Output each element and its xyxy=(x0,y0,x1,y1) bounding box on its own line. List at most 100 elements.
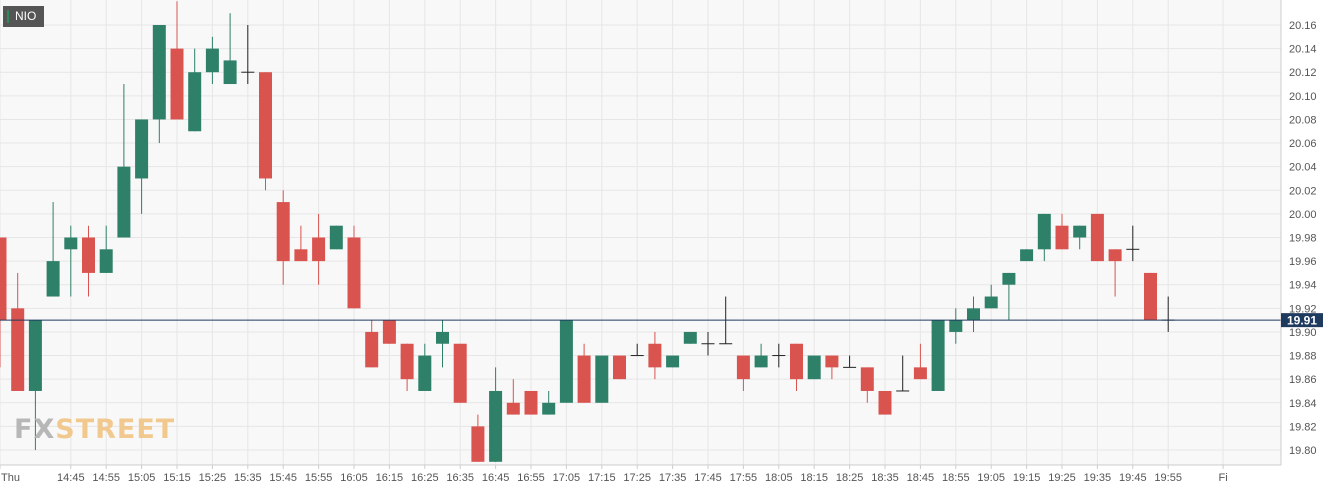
candle xyxy=(807,355,821,380)
y-tick-label: 20.06 xyxy=(1289,138,1317,150)
candle-body xyxy=(666,355,680,368)
x-tick-label: 16:25 xyxy=(411,472,439,484)
candle-body xyxy=(347,237,361,309)
candles xyxy=(0,1,1175,462)
last-price-label: 19.91 xyxy=(1287,314,1317,328)
candle xyxy=(82,225,95,297)
candle xyxy=(347,225,361,309)
candle-body xyxy=(577,355,591,403)
x-tick-label: 15:55 xyxy=(305,472,333,484)
candle-body xyxy=(754,355,768,368)
x-tick-label: 16:45 xyxy=(482,472,510,484)
candle-body xyxy=(453,343,467,403)
candle-body xyxy=(135,119,149,179)
candle xyxy=(489,367,503,462)
candle-body xyxy=(471,426,485,462)
y-tick-label: 20.00 xyxy=(1289,209,1317,221)
y-tick-label: 19.94 xyxy=(1289,280,1317,292)
candle xyxy=(170,1,184,120)
x-tick-label: 19:55 xyxy=(1154,472,1182,484)
candle-body xyxy=(878,390,892,415)
candle xyxy=(984,284,998,309)
candle-body xyxy=(294,249,308,262)
candle xyxy=(1002,272,1016,321)
y-tick-label: 20.10 xyxy=(1289,91,1317,103)
logo-street: STREET xyxy=(55,414,176,445)
candle xyxy=(506,379,520,415)
candle xyxy=(1126,225,1140,262)
y-tick-label: 20.16 xyxy=(1289,20,1317,32)
y-tick-label: 19.96 xyxy=(1289,256,1317,268)
x-tick-label: Fi xyxy=(1218,472,1227,484)
candle-body xyxy=(506,402,520,415)
last-price-box xyxy=(1281,313,1323,328)
x-tick-label: 16:15 xyxy=(376,472,404,484)
x-tick-label: 17:05 xyxy=(553,472,581,484)
x-tick-label: 14:55 xyxy=(92,472,120,484)
candle-body xyxy=(188,72,202,132)
x-tick-label: 17:55 xyxy=(730,472,758,484)
candle xyxy=(205,36,219,85)
candle-body xyxy=(117,166,131,238)
candle xyxy=(312,213,326,285)
candle xyxy=(1073,225,1087,250)
candle-body xyxy=(1020,249,1034,262)
y-tick-label: 20.08 xyxy=(1289,114,1317,126)
candle xyxy=(1144,272,1157,321)
candle xyxy=(542,390,556,415)
candle-body xyxy=(559,320,573,403)
candle-body xyxy=(931,320,945,391)
x-tick-label: 17:45 xyxy=(694,472,722,484)
candle xyxy=(117,84,131,238)
x-tick-label: 16:35 xyxy=(446,472,474,484)
candle-body xyxy=(489,390,503,462)
candle xyxy=(259,72,272,191)
candle-body xyxy=(82,237,95,273)
candle-body xyxy=(365,331,379,368)
candle xyxy=(913,343,927,380)
x-tick-label: 15:05 xyxy=(128,472,156,484)
candle xyxy=(595,355,609,403)
candle xyxy=(772,343,786,368)
candle xyxy=(436,320,449,368)
candle xyxy=(365,320,379,368)
candle-body xyxy=(825,355,839,368)
x-tick-label: 19:25 xyxy=(1048,472,1076,484)
x-tick-label: 15:35 xyxy=(234,472,262,484)
candle xyxy=(736,355,750,391)
x-tick-label: 17:25 xyxy=(623,472,651,484)
x-tick-label: 16:05 xyxy=(340,472,368,484)
candle xyxy=(666,355,680,368)
candle-body xyxy=(1037,213,1051,250)
x-tick-label: 19:15 xyxy=(1013,472,1041,484)
candle-body xyxy=(1002,272,1016,285)
x-tick-label: 17:35 xyxy=(659,472,687,484)
candle xyxy=(28,320,42,450)
last-price-marker: 19.91 xyxy=(1281,313,1323,328)
time-axis-ticks: Thu 14:45 14:55 15:05 15:15 15:25 15:35 15:45 15… xyxy=(0,465,1228,484)
candle xyxy=(648,331,662,380)
x-tick-label: Thu xyxy=(1,472,20,484)
candle-body xyxy=(1073,225,1087,238)
candle-body xyxy=(329,225,343,250)
candle-body xyxy=(790,343,803,380)
candle xyxy=(825,355,839,380)
candle xyxy=(1108,249,1122,297)
candle xyxy=(524,390,538,415)
candle-body xyxy=(860,367,874,391)
symbol-badge: NIO xyxy=(3,6,45,27)
x-tick-label: 15:15 xyxy=(163,472,191,484)
x-tick-label: 18:55 xyxy=(942,472,970,484)
y-tick-label: 19.84 xyxy=(1289,398,1317,410)
candle xyxy=(577,343,591,403)
candle-body xyxy=(736,355,750,380)
candle-body xyxy=(259,72,272,179)
x-tick-label: 17:15 xyxy=(588,472,616,484)
y-tick-label: 19.98 xyxy=(1289,233,1317,245)
candle-body xyxy=(152,25,166,120)
candle xyxy=(223,13,237,85)
candle xyxy=(878,390,892,415)
candle xyxy=(683,331,697,344)
candle-body xyxy=(542,402,556,415)
